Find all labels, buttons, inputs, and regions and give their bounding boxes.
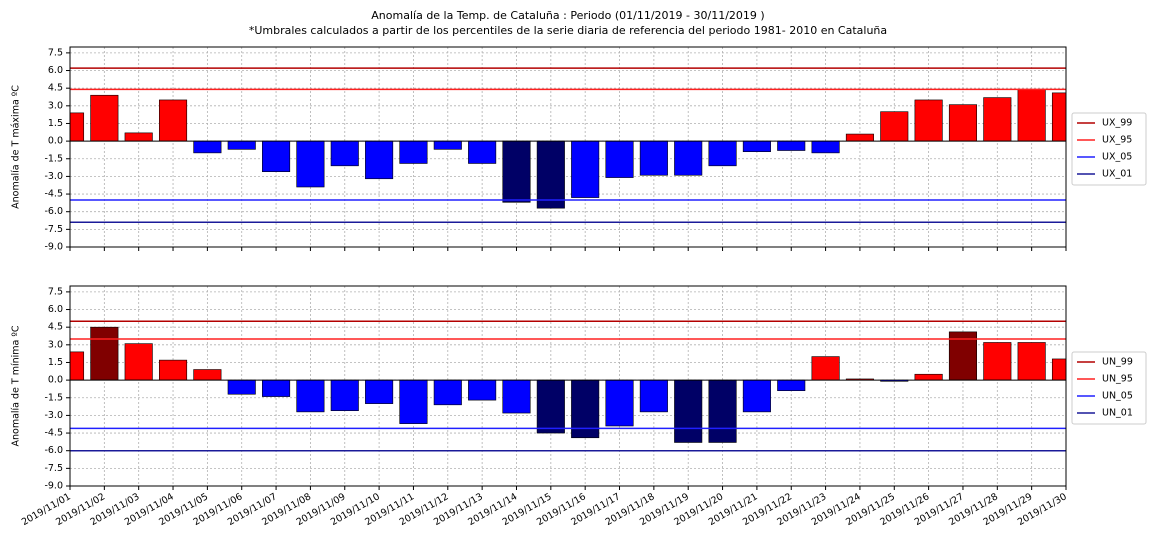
- y-tick-label: 4.5: [48, 83, 63, 94]
- y-tick-label: -3.0: [44, 410, 63, 421]
- bar: [399, 140, 428, 164]
- legend-label: UX_01: [1102, 169, 1132, 180]
- bar: [639, 379, 668, 413]
- bar: [90, 94, 119, 142]
- bar: [262, 140, 291, 173]
- y-tick-label: 7.5: [48, 286, 63, 297]
- bar: [914, 99, 943, 142]
- bar: [708, 379, 737, 443]
- axes-frame: [69, 285, 1067, 487]
- bar: [193, 369, 222, 381]
- y-tick-label: -4.5: [44, 189, 63, 200]
- bar: [502, 140, 531, 203]
- y-tick-label: 4.5: [48, 322, 63, 333]
- y-tick-label: -7.5: [44, 463, 63, 474]
- bar: [742, 379, 771, 413]
- y-tick-label: 0.0: [48, 375, 63, 386]
- y-tick-label: -9.0: [44, 481, 63, 492]
- bar: [605, 140, 634, 178]
- y-tick-label: 3.0: [48, 339, 63, 350]
- bar: [433, 379, 462, 406]
- legend-label: UN_05: [1102, 391, 1133, 402]
- y-tick-label: 6.0: [48, 304, 63, 315]
- bar: [296, 140, 325, 188]
- legend-label: UX_95: [1102, 135, 1132, 146]
- y-tick-label: -6.0: [44, 206, 63, 217]
- bar: [124, 343, 153, 381]
- bar: [365, 140, 394, 180]
- bar: [880, 111, 909, 142]
- bar: [433, 140, 462, 150]
- y-tick-label: 1.5: [48, 118, 63, 129]
- bar: [296, 379, 325, 413]
- y-tick-label: -1.5: [44, 153, 63, 164]
- bar: [983, 342, 1012, 381]
- bar: [468, 140, 497, 164]
- bar: [811, 356, 840, 381]
- bar: [571, 140, 600, 198]
- bar: [227, 379, 256, 395]
- y-tick-label: 7.5: [48, 47, 63, 58]
- bar: [330, 379, 359, 412]
- legend-box: [1071, 112, 1147, 186]
- bar: [227, 140, 256, 150]
- bar: [399, 379, 428, 424]
- bar: [158, 359, 188, 381]
- bar: [914, 373, 943, 381]
- bar: [777, 140, 806, 151]
- legend-label: UX_99: [1102, 118, 1132, 129]
- chart-subtitle: *Umbrales calculados a partir de los per…: [249, 24, 887, 37]
- y-tick-label: 3.0: [48, 100, 63, 111]
- chart-title: Anomalía de la Temp. de Cataluña : Perio…: [371, 9, 764, 22]
- y-tick-label: -9.0: [44, 242, 63, 253]
- y-tick-label: 1.5: [48, 357, 63, 368]
- bar: [708, 140, 737, 167]
- legend-box: [1071, 351, 1147, 425]
- bar: [502, 379, 531, 414]
- legend-label: UN_99: [1102, 357, 1133, 368]
- y-tick-label: 6.0: [48, 65, 63, 76]
- bar: [948, 331, 978, 381]
- bar: [262, 379, 291, 397]
- y-tick-label: -3.0: [44, 171, 63, 182]
- bar: [158, 99, 188, 142]
- bar: [1051, 358, 1066, 381]
- y-tick-label: -7.5: [44, 224, 63, 235]
- y-tick-label: -4.5: [44, 428, 63, 439]
- bar: [639, 140, 668, 176]
- bar: [124, 132, 153, 142]
- bar: [90, 326, 119, 381]
- bar: [1017, 342, 1046, 381]
- y-axis-label: Anomalía de T máxima ºC: [11, 85, 22, 209]
- legend-label: UN_95: [1102, 374, 1133, 385]
- bar: [674, 379, 703, 443]
- bar: [536, 379, 565, 434]
- bar: [605, 379, 634, 427]
- y-tick-label: 0.0: [48, 136, 63, 147]
- y-tick-label: -1.5: [44, 392, 63, 403]
- bar: [330, 140, 359, 167]
- bar: [983, 97, 1012, 142]
- bar: [536, 140, 565, 209]
- bar: [811, 140, 840, 154]
- plot-area: [70, 89, 1066, 209]
- bar: [674, 140, 703, 176]
- bar: [571, 379, 600, 439]
- y-axis-label: Anomalía de T mínima ºC: [11, 325, 22, 446]
- axes-frame: [69, 46, 1067, 248]
- legend-label: UN_01: [1102, 408, 1133, 419]
- bar: [1017, 89, 1046, 142]
- bar: [468, 379, 497, 401]
- bar: [948, 104, 978, 142]
- bar: [365, 379, 394, 404]
- bar: [1051, 92, 1066, 142]
- bar: [777, 379, 806, 392]
- bar: [193, 140, 222, 154]
- y-tick-label: -6.0: [44, 445, 63, 456]
- bar: [845, 133, 874, 142]
- bar: [742, 140, 771, 153]
- legend-label: UX_05: [1102, 152, 1132, 163]
